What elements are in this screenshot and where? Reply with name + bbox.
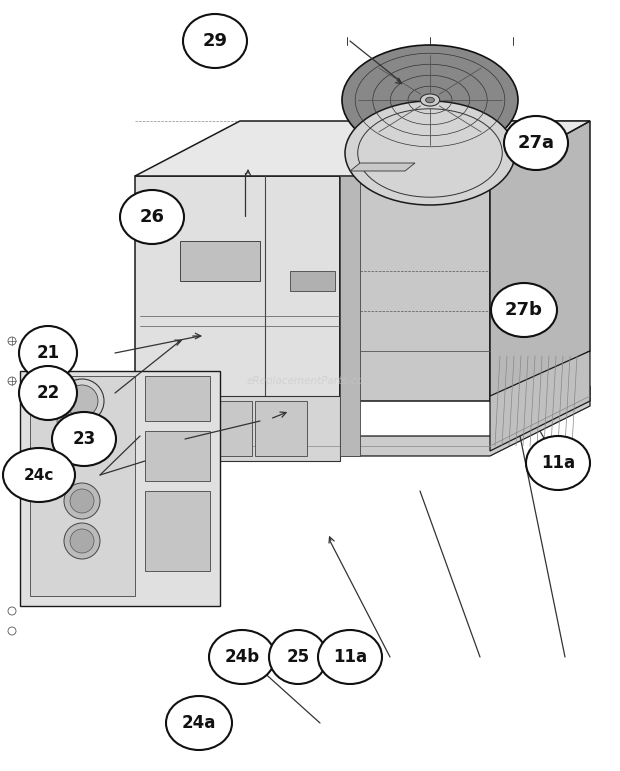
Ellipse shape xyxy=(166,696,232,750)
Polygon shape xyxy=(490,351,590,451)
Polygon shape xyxy=(340,176,490,401)
Polygon shape xyxy=(490,121,590,401)
Circle shape xyxy=(8,627,16,635)
Text: 24b: 24b xyxy=(224,648,260,666)
Circle shape xyxy=(8,377,16,385)
Ellipse shape xyxy=(318,630,382,684)
Circle shape xyxy=(8,607,16,615)
Ellipse shape xyxy=(526,436,590,490)
Text: 27a: 27a xyxy=(518,134,554,152)
Circle shape xyxy=(70,529,94,553)
Ellipse shape xyxy=(345,101,515,205)
Polygon shape xyxy=(145,431,210,481)
Polygon shape xyxy=(180,241,260,281)
Text: 22: 22 xyxy=(37,384,60,402)
Ellipse shape xyxy=(52,412,116,466)
Ellipse shape xyxy=(19,366,77,420)
Text: 11a: 11a xyxy=(333,648,367,666)
Polygon shape xyxy=(145,491,210,571)
Polygon shape xyxy=(135,396,340,461)
Text: eReplacementParts.com: eReplacementParts.com xyxy=(246,376,374,386)
Circle shape xyxy=(57,413,73,429)
Polygon shape xyxy=(135,386,590,456)
Ellipse shape xyxy=(269,630,327,684)
Text: 23: 23 xyxy=(73,430,95,448)
Polygon shape xyxy=(350,163,415,171)
Ellipse shape xyxy=(183,14,247,68)
Polygon shape xyxy=(255,401,307,456)
Ellipse shape xyxy=(425,97,435,103)
Polygon shape xyxy=(200,401,252,456)
Polygon shape xyxy=(20,371,220,606)
Circle shape xyxy=(70,489,94,513)
Polygon shape xyxy=(135,121,590,176)
Circle shape xyxy=(64,483,100,519)
Ellipse shape xyxy=(504,116,568,170)
Text: 25: 25 xyxy=(286,648,309,666)
Text: 21: 21 xyxy=(37,344,60,362)
Text: 11a: 11a xyxy=(541,454,575,472)
Polygon shape xyxy=(30,376,135,596)
Text: 24a: 24a xyxy=(182,714,216,732)
Polygon shape xyxy=(340,121,590,176)
Circle shape xyxy=(64,523,100,559)
Circle shape xyxy=(57,453,73,469)
Polygon shape xyxy=(340,176,360,456)
Circle shape xyxy=(57,433,73,449)
Polygon shape xyxy=(135,176,340,401)
Text: 26: 26 xyxy=(140,208,164,226)
Text: 29: 29 xyxy=(203,32,228,50)
Ellipse shape xyxy=(120,190,184,244)
Ellipse shape xyxy=(19,326,77,380)
Polygon shape xyxy=(290,271,335,291)
Text: 24c: 24c xyxy=(24,467,54,483)
Polygon shape xyxy=(145,376,210,421)
Ellipse shape xyxy=(342,45,518,155)
Ellipse shape xyxy=(491,283,557,337)
Circle shape xyxy=(66,385,98,417)
Polygon shape xyxy=(140,401,192,456)
Text: 27b: 27b xyxy=(505,301,543,319)
Ellipse shape xyxy=(3,448,75,502)
Circle shape xyxy=(8,337,16,345)
Ellipse shape xyxy=(420,94,440,106)
Ellipse shape xyxy=(209,630,275,684)
